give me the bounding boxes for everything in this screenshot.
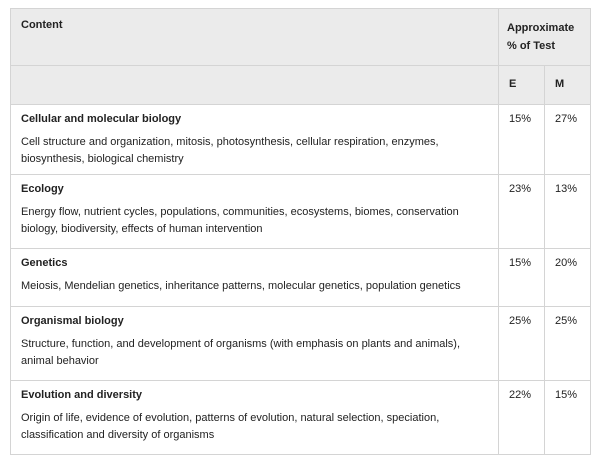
- e-percent: 25%: [498, 306, 545, 381]
- topic-description: Origin of life, evidence of evolution, p…: [21, 412, 440, 441]
- topic-row: Organismal biology Structure, function, a…: [10, 306, 591, 381]
- content-table: Content Approximate % of Test E M Cellul…: [10, 8, 591, 455]
- m-header: M: [544, 65, 591, 105]
- m-percent: 20%: [544, 248, 591, 307]
- approximate-header: Approximate % of Test: [498, 8, 591, 66]
- topic-description: Structure, function, and development of …: [21, 338, 461, 367]
- e-percent: 22%: [498, 380, 545, 455]
- e-percent: 23%: [498, 174, 545, 249]
- e-percent: 15%: [498, 104, 545, 175]
- topic-title: Evolution and diversity: [21, 389, 143, 401]
- m-percent: 15%: [544, 380, 591, 455]
- m-percent: 13%: [544, 174, 591, 249]
- topic-title: Genetics: [21, 257, 68, 269]
- table-body: Cellular and molecular biology Cell struc…: [10, 104, 591, 455]
- content-header: Content: [10, 8, 499, 66]
- subheader-row: E M: [10, 65, 591, 105]
- blank-header: [10, 65, 499, 105]
- topic-title: Cellular and molecular biology: [21, 113, 182, 125]
- topic-title: Ecology: [21, 183, 64, 195]
- topic-cell: Evolution and diversity Origin of life, e…: [10, 380, 499, 455]
- topic-cell: Cellular and molecular biology Cell struc…: [10, 104, 499, 175]
- topic-description: Meiosis, Mendelian genetics, inheritance…: [21, 280, 461, 292]
- e-percent: 15%: [498, 248, 545, 307]
- topic-cell: Genetics Meiosis, Mendelian genetics, inh…: [10, 248, 499, 307]
- topic-row: Cellular and molecular biology Cell struc…: [10, 104, 591, 175]
- topic-row: Genetics Meiosis, Mendelian genetics, inh…: [10, 248, 591, 307]
- topic-row: Ecology Energy flow, nutrient cycles, pop…: [10, 174, 591, 249]
- topic-row: Evolution and diversity Origin of life, e…: [10, 380, 591, 455]
- topic-cell: Organismal biology Structure, function, a…: [10, 306, 499, 381]
- e-header: E: [498, 65, 545, 105]
- topic-description: Cell structure and organization, mitosis…: [21, 136, 439, 165]
- m-percent: 25%: [544, 306, 591, 381]
- topic-title: Organismal biology: [21, 315, 124, 327]
- header-row: Content Approximate % of Test: [10, 8, 591, 66]
- m-percent: 27%: [544, 104, 591, 175]
- topic-cell: Ecology Energy flow, nutrient cycles, pop…: [10, 174, 499, 249]
- topic-description: Energy flow, nutrient cycles, population…: [21, 206, 459, 235]
